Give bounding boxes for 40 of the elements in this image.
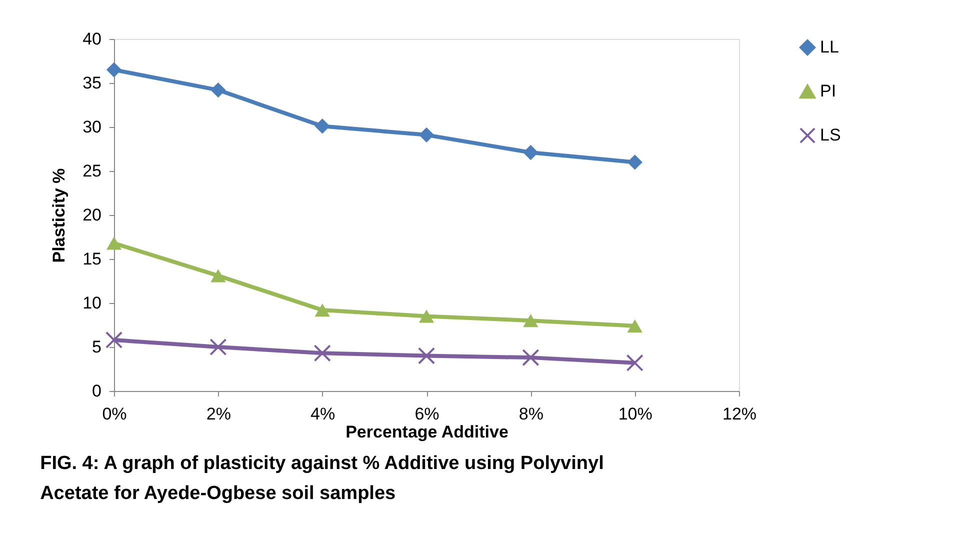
y-tick-label: 35 (82, 74, 102, 92)
point (106, 62, 122, 78)
point (210, 269, 226, 282)
point (418, 310, 434, 323)
point (314, 303, 330, 317)
y-tick-label: 5 (92, 338, 102, 356)
point (626, 354, 644, 372)
x-tick-label: 6% (414, 404, 440, 424)
x-tick-label: 12% (722, 404, 757, 424)
x-axis-title: Percentage Additive (346, 422, 508, 442)
point (523, 314, 538, 328)
point (106, 236, 122, 250)
point (627, 154, 642, 170)
x-tick-label: 2% (206, 404, 231, 424)
point (314, 344, 331, 362)
x-tick-label: 8% (518, 404, 544, 424)
point (210, 338, 227, 356)
x-tick-label: 4% (310, 404, 336, 424)
point (418, 347, 436, 364)
y-tick-label: 20 (82, 206, 102, 224)
y-tick-label: 15 (82, 250, 102, 268)
point (105, 331, 123, 349)
legend-label: PI (820, 82, 836, 100)
y-axis-title: Plasticity % (50, 168, 69, 263)
x-tick-label: 10% (618, 404, 652, 424)
point (522, 348, 540, 366)
y-tick-label: 0 (92, 382, 102, 400)
y-tick-label: 40 (82, 30, 102, 48)
text: FIG. 4: A graph of plasticity against % Additive using Polyvinyl Acetate for Ayede-Ogbese soil samples (40, 453, 604, 504)
legend-label: LL (820, 38, 839, 56)
y-tick-label: 30 (82, 118, 102, 136)
x-tick-label: 0% (102, 404, 127, 424)
point (314, 118, 330, 134)
point (210, 82, 226, 98)
point (627, 319, 642, 332)
y-tick-label: 25 (82, 162, 102, 180)
point (523, 144, 538, 160)
point (418, 127, 434, 143)
legend-label: LS (820, 126, 841, 144)
y-tick-label: 10 (82, 294, 102, 312)
